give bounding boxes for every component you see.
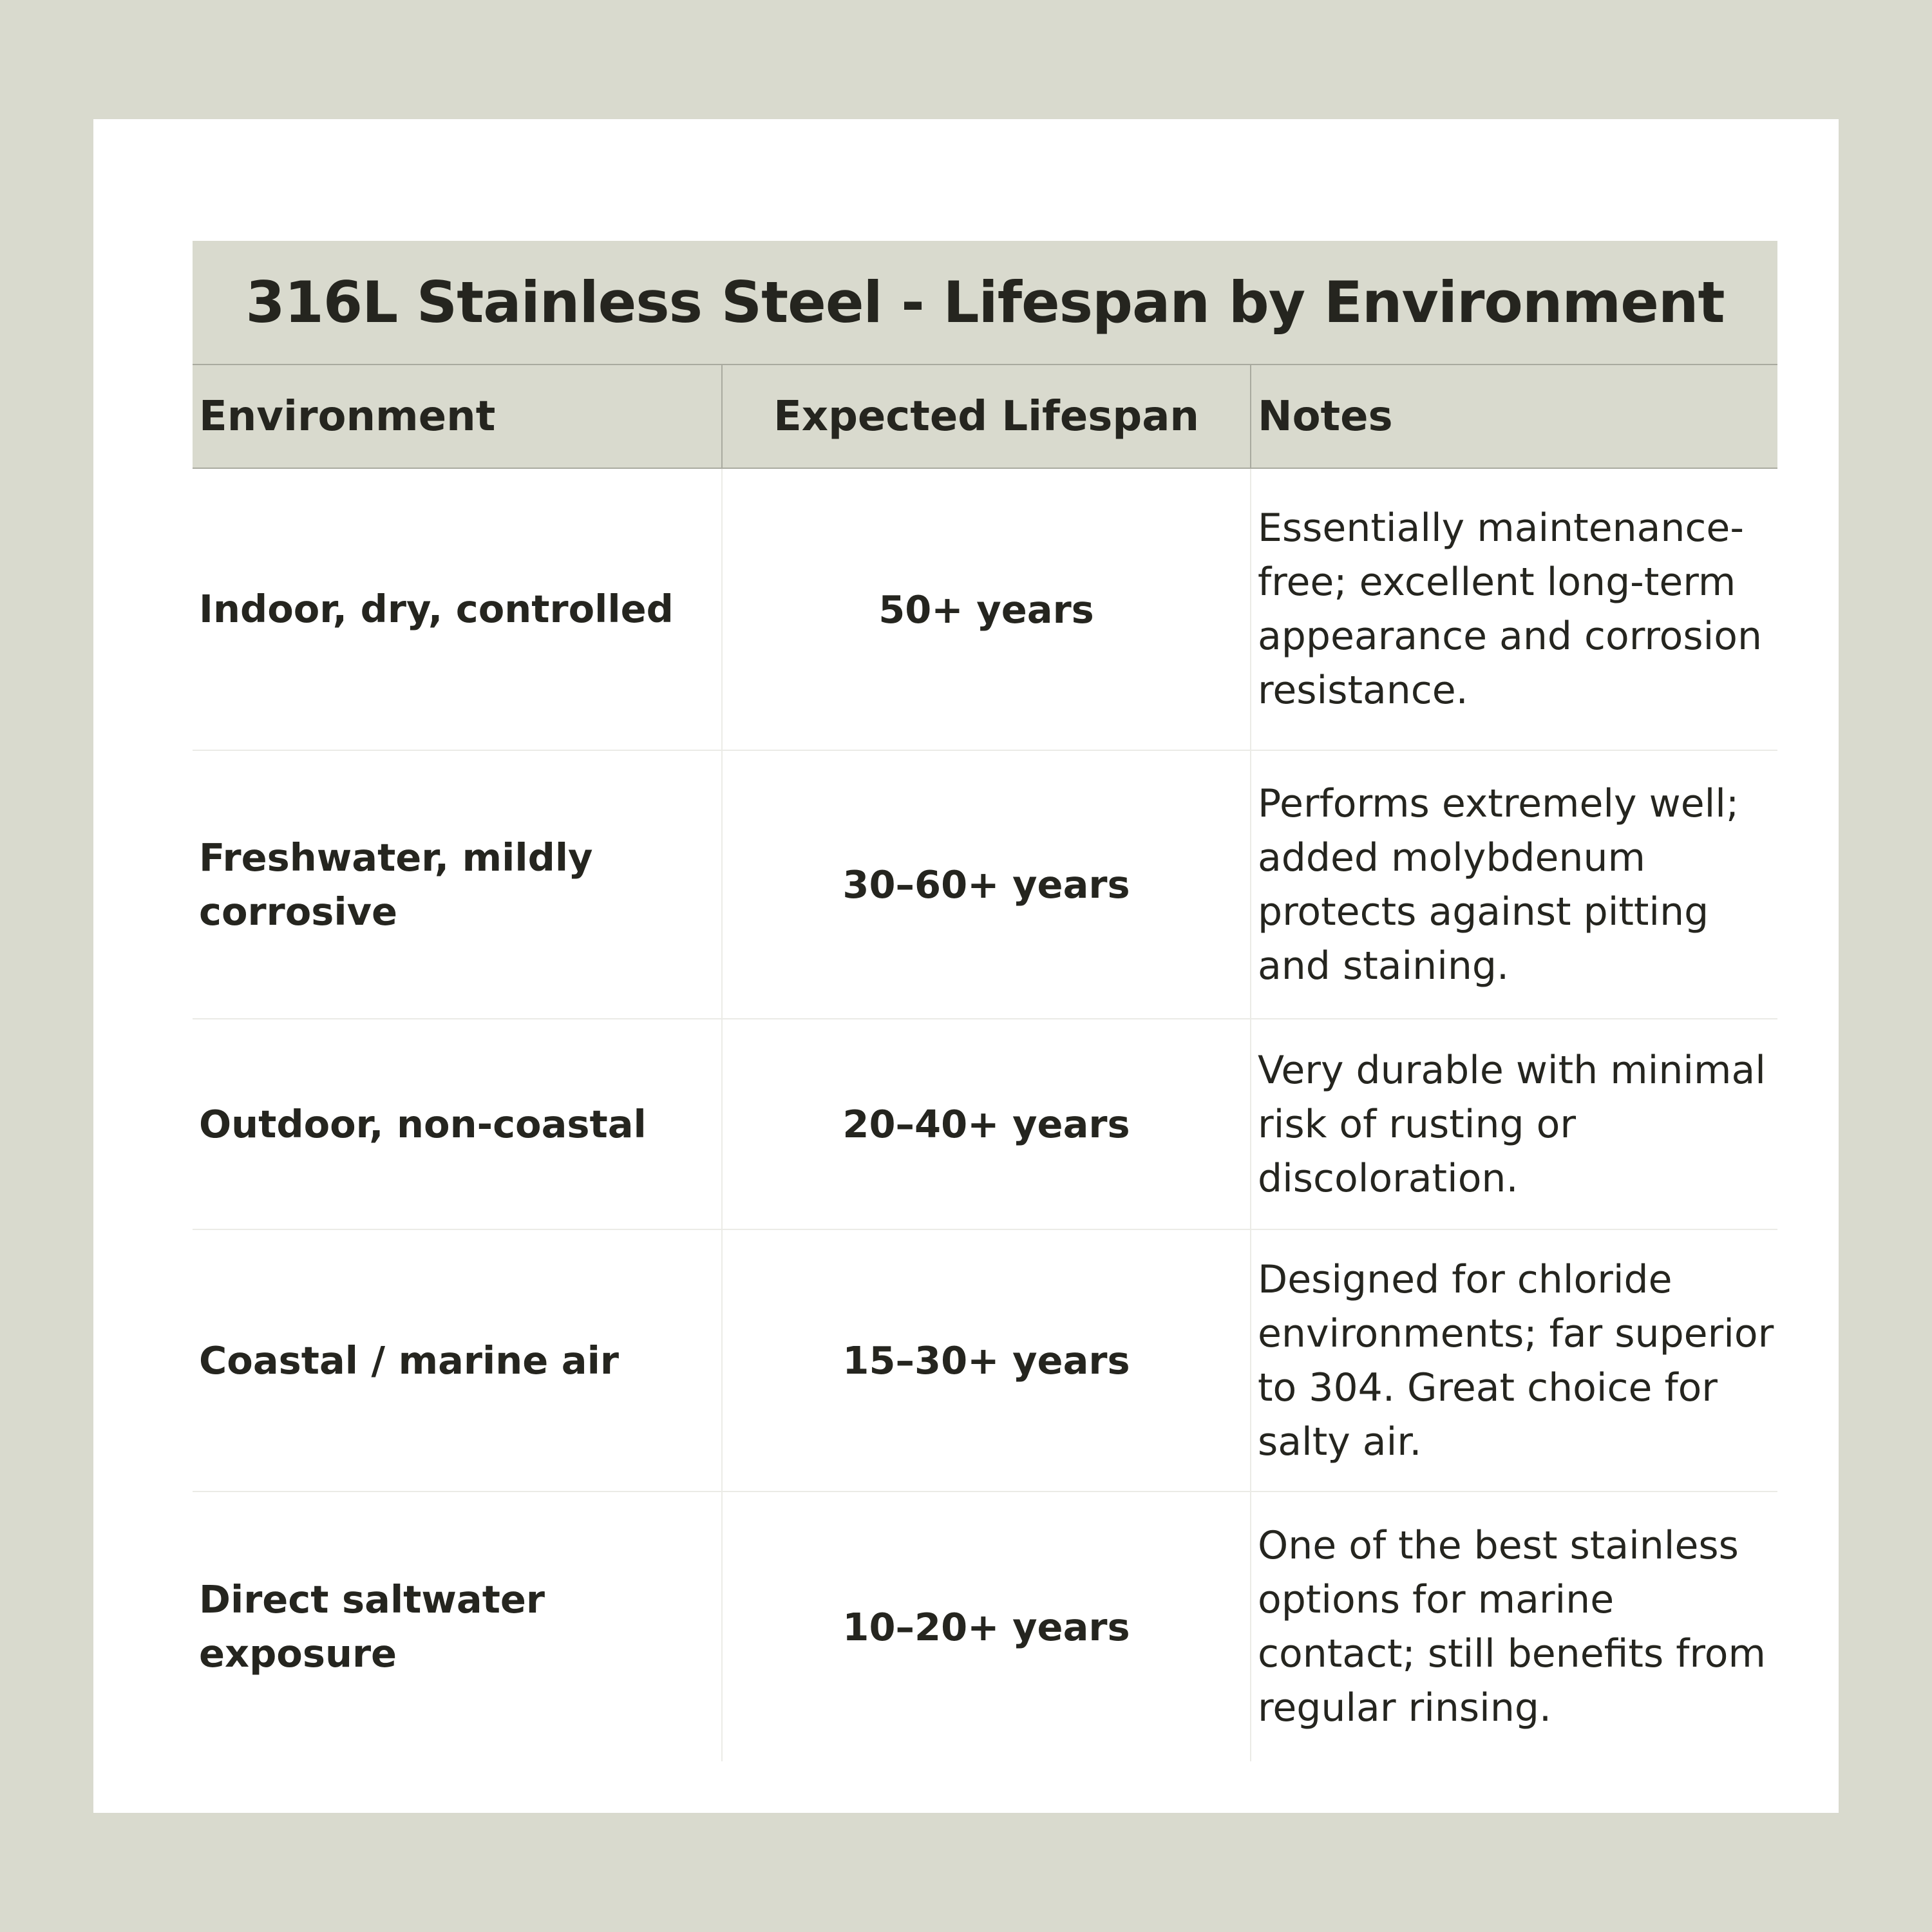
table-title: 316L Stainless Steel - Lifespan by Envir… (245, 269, 1725, 336)
table-row: Outdoor, non-coastal 20–40+ years Very d… (193, 1019, 1777, 1230)
environment-cell: Freshwater, mildly corrosive (199, 835, 593, 934)
environment-cell: Coastal / marine air (199, 1338, 619, 1383)
table-row: Coastal / marine air 15–30+ years Design… (193, 1230, 1777, 1492)
notes-cell: Essentially maintenance-free; excellent … (1250, 469, 1777, 750)
column-header-environment: Environment (199, 392, 496, 440)
notes-cell: Designed for chloride environments; far … (1250, 1230, 1777, 1491)
notes-cell: One of the best stainless options for ma… (1250, 1492, 1777, 1761)
lifespan-cell: 10–20+ years (721, 1492, 1250, 1761)
lifespan-cell: 15–30+ years (721, 1230, 1250, 1491)
table-title-bar: 316L Stainless Steel - Lifespan by Envir… (193, 241, 1777, 365)
lifespan-table: 316L Stainless Steel - Lifespan by Envir… (193, 241, 1777, 1761)
notes-cell: Very durable with minimal risk of rustin… (1250, 1019, 1777, 1229)
environment-cell: Indoor, dry, controlled (199, 587, 674, 631)
content-card: 316L Stainless Steel - Lifespan by Envir… (93, 119, 1839, 1813)
lifespan-cell: 30–60+ years (721, 751, 1250, 1018)
table-row: Direct saltwater exposure 10–20+ years O… (193, 1492, 1777, 1761)
table-row: Freshwater, mildly corrosive 30–60+ year… (193, 751, 1777, 1019)
environment-cell: Direct saltwater exposure (199, 1577, 545, 1676)
lifespan-cell: 50+ years (721, 469, 1250, 750)
column-header-expected-lifespan: Expected Lifespan (721, 365, 1250, 468)
environment-cell: Outdoor, non-coastal (199, 1101, 647, 1146)
notes-cell: Performs extremely well; added molybdenu… (1250, 751, 1777, 1018)
lifespan-cell: 20–40+ years (721, 1019, 1250, 1229)
table-row: Indoor, dry, controlled 50+ years Essent… (193, 469, 1777, 751)
column-header-notes: Notes (1250, 365, 1777, 468)
table-header-row: Environment Expected Lifespan Notes (193, 365, 1777, 469)
